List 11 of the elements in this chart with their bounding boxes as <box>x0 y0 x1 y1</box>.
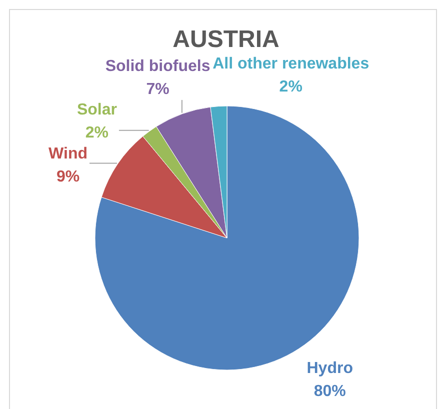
slice-label: Solar <box>76 101 117 118</box>
data-label: 2% <box>279 78 302 96</box>
data-label: 2% <box>85 124 109 142</box>
data-label: 9% <box>56 168 80 186</box>
slice-label: Solid biofuels <box>105 58 210 75</box>
slice-label: Hydro <box>306 360 354 378</box>
chart-title: AUSTRIA <box>172 26 280 53</box>
slice-label: Wind <box>48 145 88 162</box>
data-label: 7% <box>146 80 170 98</box>
data-label: 80% <box>314 383 346 400</box>
slice-label: All other renewables <box>212 56 370 73</box>
